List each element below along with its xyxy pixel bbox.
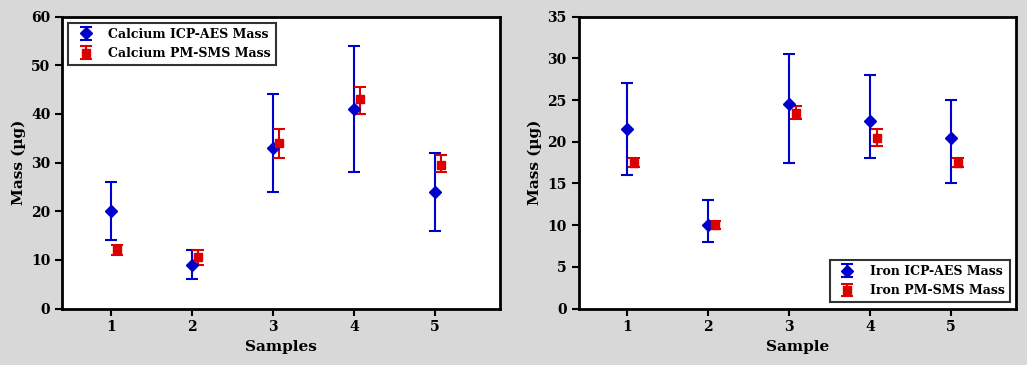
Legend: Calcium ICP-AES Mass, Calcium PM-SMS Mass: Calcium ICP-AES Mass, Calcium PM-SMS Mas…	[69, 23, 276, 65]
Legend: Iron ICP-AES Mass, Iron PM-SMS Mass: Iron ICP-AES Mass, Iron PM-SMS Mass	[830, 260, 1010, 302]
X-axis label: Samples: Samples	[245, 340, 317, 354]
Y-axis label: Mass (µg): Mass (µg)	[528, 120, 542, 205]
X-axis label: Sample: Sample	[765, 340, 829, 354]
Y-axis label: Mass (µg): Mass (µg)	[11, 120, 26, 205]
